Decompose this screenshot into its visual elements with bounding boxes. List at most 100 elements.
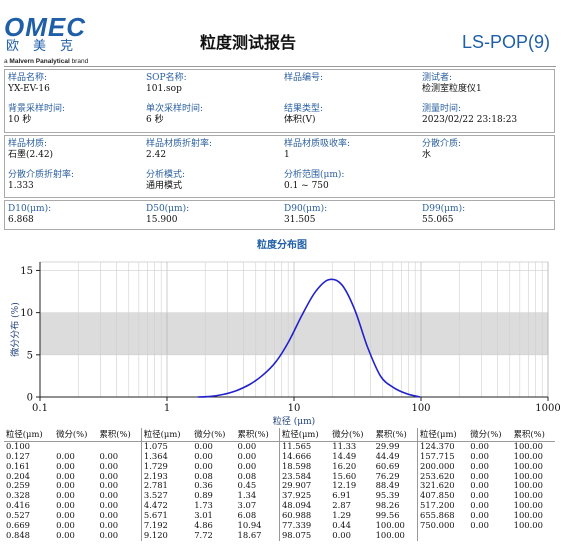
table-cell: 0.00 <box>237 440 257 451</box>
measure-time-value: 2023/02/22 23:18:23 <box>422 115 518 125</box>
table-cell: 0.100 <box>6 440 30 451</box>
y-tick-label: 15 <box>20 266 33 277</box>
disp-refr-value: 1.333 <box>8 181 34 191</box>
table-cell: 0.00 <box>194 440 213 451</box>
table-cell: 407.850 <box>417 490 469 502</box>
table-cell: 98.26 <box>375 500 400 511</box>
table-cell: 253.620 <box>417 471 469 482</box>
sample-material-label: 样品材质: <box>8 139 48 149</box>
header-divider <box>4 66 556 67</box>
distribution-curve <box>197 278 421 398</box>
d10-value: 6.868 <box>8 215 34 225</box>
table-cell: 321.620 <box>417 481 469 492</box>
table-cell: 0.00 <box>56 519 75 530</box>
logo-cn-text: 欧美克 <box>6 39 88 54</box>
table-cell: 0.00 <box>470 500 489 511</box>
y-tick-label: 10 <box>20 308 33 319</box>
single-time-value: 6 秒 <box>146 115 164 125</box>
table-header-cell: 累积(%) <box>235 428 280 442</box>
refr-index-label: 样品材质折射率: <box>146 139 213 149</box>
table-row: 0.848 0.00 0.00 9.120 7.72 18.67 98.075 0.00 100… <box>4 529 555 541</box>
refr-index-field: 样品材质折射率: 2.42 <box>146 139 212 161</box>
table-cell: 0.00 <box>56 460 75 471</box>
table-cell: 9.120 <box>140 530 193 541</box>
d10-label: D10(μm): <box>8 204 52 214</box>
table-cell: 0.00 <box>470 470 489 481</box>
table-cell: 0.416 <box>6 500 30 511</box>
x-tick-label: 0.1 <box>32 403 48 414</box>
table-cell: 44.49 <box>375 450 400 461</box>
bg-time-value: 10 秒 <box>8 115 32 125</box>
table-row: 0.527 0.00 0.00 5.671 3.01 6.08 60.988 1.29 99.5… <box>4 510 555 521</box>
table-cell: 0.44 <box>332 519 351 530</box>
table-cell: 3.07 <box>237 500 257 511</box>
table-cell: 0.00 <box>56 480 75 491</box>
table-cell: 100.00 <box>375 529 405 540</box>
x-tick-label: 1000 <box>535 403 560 414</box>
table-cell: 0.36 <box>194 480 213 491</box>
table-cell: 14.666 <box>278 451 331 462</box>
table-row: 0.416 0.00 0.00 4.472 1.73 3.07 48.094 2.87 98.2… <box>4 500 555 512</box>
tester-value: 检测室粒度仪1 <box>422 84 482 94</box>
table-cell: 0.00 <box>99 480 119 491</box>
table-header-cell: 微分(%) <box>192 428 236 442</box>
table-cell: 12.19 <box>332 480 357 491</box>
table-cell: 0.161 <box>6 460 30 471</box>
logo-sub-brand: Malvern Panalytical <box>9 58 70 65</box>
d50-value: 15.900 <box>146 215 178 225</box>
table-header-cell: 微分(%) <box>330 428 374 442</box>
mode-label: 分析模式: <box>146 170 186 180</box>
y-tick-label: 5 <box>27 350 33 361</box>
table-header-cell: 微分(%) <box>54 428 98 442</box>
absorb-label: 样品材质吸收率: <box>284 139 351 149</box>
table-header-cell: 粒径(μm) <box>140 428 193 442</box>
table-header-cell: 累积(%) <box>97 428 142 442</box>
tester-field: 测试者: 检测室粒度仪1 <box>422 73 482 95</box>
table-cell: 1.075 <box>140 441 193 452</box>
y-tick-label: 0 <box>27 393 33 404</box>
table-cell: 6.91 <box>332 490 351 501</box>
dispersant-value: 水 <box>422 150 432 160</box>
table-cell: 5.671 <box>140 510 193 521</box>
table-cell: 100.00 <box>513 490 543 501</box>
table-cell: 1.73 <box>194 500 213 511</box>
table-cell: 77.339 <box>278 520 331 531</box>
logo-subtitle: a Malvern Panalytical brand <box>4 58 88 66</box>
sop-name-field: SOP名称: 101.sop <box>146 73 187 95</box>
report-code: LS-POP(9) <box>462 32 551 52</box>
table-row: 0.161 0.00 0.00 1.729 0.00 0.00 18.598 16.20 60.… <box>4 460 555 472</box>
x-tick-label: 1 <box>164 403 170 414</box>
table-body: 0.100 1.075 0.00 0.00 11.565 11.33 29.99 124.37… <box>4 440 555 541</box>
table-cell: 0.00 <box>470 519 489 530</box>
logo-sub-prefix: a <box>4 58 10 65</box>
table-cell: 29.907 <box>278 481 331 492</box>
table-row: 0.669 0.00 0.00 7.192 4.86 10.94 77.339 0.44 100… <box>4 519 555 531</box>
table-cell: 98.075 <box>278 530 331 541</box>
table-cell: 11.565 <box>278 441 331 452</box>
table-cell: 0.00 <box>99 510 119 521</box>
table-cell: 157.715 <box>417 451 469 462</box>
table-cell: 18.598 <box>278 461 331 472</box>
table-cell: 0.00 <box>56 470 75 481</box>
table-cell: 1.364 <box>140 451 193 462</box>
data-table: 粒径(μm) 微分(%) 累积(%) 粒径(μm) 微分(%) 累积(%) 粒径(μm) 微分… <box>4 428 555 541</box>
table-cell: 95.39 <box>375 490 400 501</box>
table-header-cell: 粒径(μm) <box>278 428 331 442</box>
table-cell: 0.527 <box>6 510 30 521</box>
table-cell: 14.49 <box>332 450 357 461</box>
table-cell: 0.848 <box>6 529 30 540</box>
refr-index-value: 2.42 <box>146 150 167 160</box>
report-title: 粒度测试报告 <box>200 33 297 52</box>
table-cell: 4.86 <box>194 519 213 530</box>
d99-field: D99(μm): 55.065 <box>422 204 465 226</box>
table-cell: 124.370 <box>417 441 469 452</box>
disp-refr-label: 分散介质折射率: <box>8 170 75 180</box>
table-cell: 60.69 <box>375 460 400 471</box>
table-cell: 3.527 <box>140 490 193 502</box>
material-info-box: 样品材质: 石墨(2.42) 样品材质折射率: 2.42 样品材质吸收率: 1 … <box>4 135 555 198</box>
d90-value: 31.505 <box>284 215 316 225</box>
sop-name-value: 101.sop <box>146 84 182 94</box>
table-cell: 0.00 <box>470 510 489 521</box>
table-cell: 0.45 <box>237 480 257 491</box>
